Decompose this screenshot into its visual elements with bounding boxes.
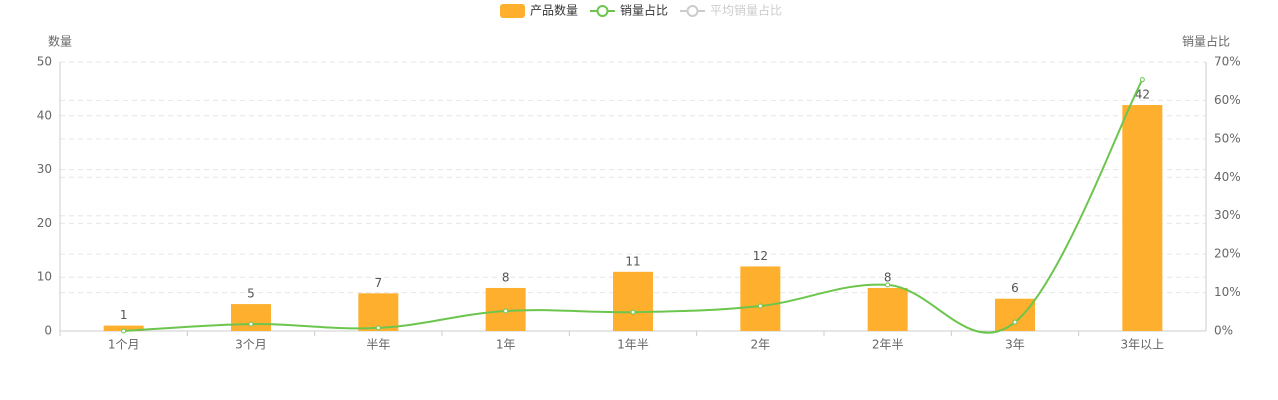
bar-value-label: 1 bbox=[120, 308, 128, 322]
x-tick-label: 3个月 bbox=[235, 338, 267, 352]
y2-tick-label: 10% bbox=[1214, 285, 1241, 299]
y-tick-label: 30 bbox=[37, 162, 52, 176]
line-point bbox=[630, 309, 636, 315]
bar bbox=[1122, 105, 1163, 331]
bar-value-label: 42 bbox=[1135, 88, 1150, 102]
bar bbox=[867, 287, 908, 331]
y2-tick-label: 40% bbox=[1214, 170, 1241, 184]
y-tick-label: 50 bbox=[37, 55, 52, 69]
y-tick-label: 40 bbox=[37, 108, 52, 122]
x-tick-label: 2年半 bbox=[872, 338, 904, 352]
line-point bbox=[503, 308, 509, 314]
bar bbox=[103, 325, 144, 331]
bar bbox=[995, 298, 1035, 331]
bar-value-label: 7 bbox=[375, 276, 383, 290]
y-tick-label: 20 bbox=[37, 216, 52, 230]
y2-tick-label: 70% bbox=[1214, 55, 1241, 69]
line-point bbox=[885, 282, 891, 288]
line-point bbox=[1012, 319, 1018, 325]
y2-axis-label: 销量占比 bbox=[1182, 34, 1230, 49]
x-tick-label: 半年 bbox=[366, 338, 390, 352]
x-tick-label: 1年 bbox=[496, 338, 516, 352]
bar bbox=[740, 266, 781, 331]
line-point bbox=[121, 328, 127, 334]
y-axis-label: 数量 bbox=[48, 34, 72, 49]
y-tick-label: 0 bbox=[44, 324, 52, 338]
y-tick-label: 10 bbox=[37, 270, 52, 284]
y2-tick-label: 20% bbox=[1214, 247, 1241, 261]
bar bbox=[613, 271, 653, 331]
bar bbox=[231, 304, 271, 331]
line-point bbox=[1139, 77, 1145, 83]
legend-label[interactable]: 销量占比 bbox=[620, 3, 668, 18]
x-tick-label: 3年 bbox=[1005, 338, 1025, 352]
line-point bbox=[375, 325, 381, 331]
x-tick-label: 2年 bbox=[751, 338, 771, 352]
y2-tick-label: 50% bbox=[1214, 131, 1241, 145]
line-point bbox=[248, 321, 254, 327]
y2-tick-label: 0% bbox=[1214, 324, 1233, 338]
y2-tick-label: 60% bbox=[1214, 93, 1241, 107]
bar-value-label: 8 bbox=[502, 270, 510, 284]
x-tick-label: 3年以上 bbox=[1121, 338, 1165, 352]
x-tick-label: 1年半 bbox=[617, 338, 649, 352]
bar-value-label: 6 bbox=[1011, 281, 1019, 295]
legend-swatch bbox=[500, 4, 525, 18]
bar-value-label: 8 bbox=[884, 270, 892, 284]
y2-tick-label: 30% bbox=[1214, 208, 1241, 222]
bar-value-label: 5 bbox=[247, 287, 255, 301]
legend-label[interactable]: 产品数量 bbox=[530, 3, 578, 18]
legend-swatch bbox=[686, 5, 699, 17]
x-tick-label: 1个月 bbox=[108, 338, 140, 352]
legend-label[interactable]: 平均销量占比 bbox=[710, 3, 782, 18]
bar bbox=[358, 293, 399, 331]
bar-value-label: 12 bbox=[753, 249, 768, 263]
bar-value-label: 11 bbox=[625, 254, 640, 268]
legend-swatch bbox=[596, 5, 609, 17]
line-point bbox=[757, 303, 763, 309]
